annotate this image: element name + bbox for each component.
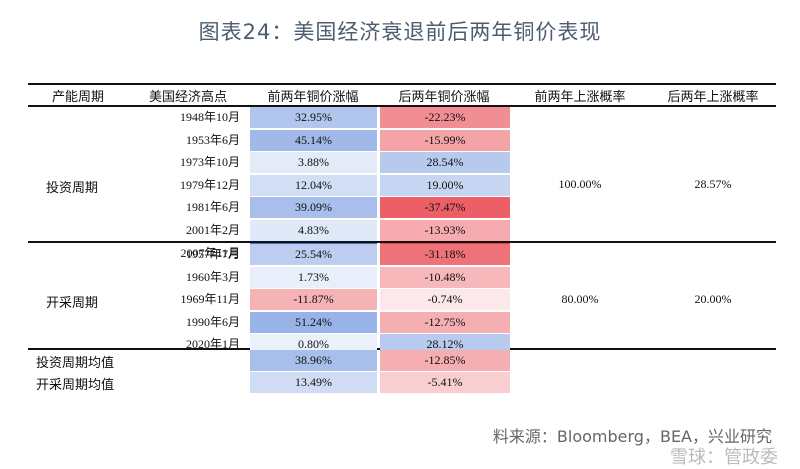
- table-rule: [28, 83, 776, 85]
- avg-post-cell: -5.41%: [380, 372, 510, 393]
- pre-change-cell: 39.09%: [250, 197, 377, 219]
- row-date: 2001年2月: [185, 223, 240, 237]
- row-date: 1979年12月: [179, 177, 240, 192]
- cycle-name: 开采周期: [46, 295, 99, 311]
- avg-post-cell: -12.85%: [380, 350, 510, 371]
- row-date: 1973年10月: [179, 155, 240, 170]
- post-change-cell: 19.00%: [380, 174, 510, 196]
- pre-up-probability: 80.00%: [561, 291, 599, 306]
- column-header: 产能周期: [51, 90, 104, 105]
- watermark: 雪球：管政委: [670, 447, 778, 468]
- pre-change-cell: 1.73%: [250, 266, 377, 288]
- avg-pre-cell: 38.96%: [250, 350, 377, 371]
- row-date: 1957年7月: [185, 247, 240, 261]
- post-change-cell: -15.99%: [380, 129, 510, 151]
- pre-change-cell: 4.83%: [250, 220, 377, 241]
- row-date: 1969年11月: [180, 292, 240, 307]
- table-rule: [28, 241, 776, 243]
- post-change-cell: 28.54%: [380, 152, 510, 174]
- post-change-cell: -10.48%: [380, 266, 510, 288]
- page-title: 图表24：美国经济衰退前后两年铜价表现: [198, 20, 602, 44]
- row-date: 2007年11月: [180, 245, 240, 260]
- pre-change-cell: -11.87%: [250, 289, 377, 311]
- post-change-cell: -13.93%: [380, 220, 510, 241]
- source-note: 料来源：Bloomberg，BEA，兴业研究: [492, 427, 772, 446]
- post-change-cell: -12.75%: [380, 311, 510, 333]
- pre-change-cell: 32.95%: [250, 107, 377, 128]
- row-date: 1981年6月: [185, 200, 240, 215]
- column-header: 前两年上涨概率: [534, 90, 626, 105]
- average-label: 投资周期均值: [36, 356, 115, 371]
- column-header: 前两年铜价涨幅: [267, 90, 359, 105]
- column-header: 后两年铜价涨幅: [398, 90, 490, 105]
- pre-up-probability: 100.00%: [558, 177, 602, 192]
- row-date: 1960年3月: [185, 269, 240, 284]
- post-change-cell: -0.74%: [380, 289, 510, 311]
- column-header: 美国经济高点: [148, 90, 227, 105]
- row-date: 1953年6月: [185, 132, 240, 147]
- pre-change-cell: 12.04%: [250, 174, 377, 196]
- cycle-name: 投资周期: [46, 181, 99, 197]
- pre-change-cell: 45.14%: [250, 129, 377, 151]
- post-change-cell: -22.23%: [380, 107, 510, 128]
- table-rule: [28, 105, 776, 107]
- post-up-probability: 20.00%: [694, 291, 732, 306]
- average-label: 开采周期均值: [36, 378, 115, 393]
- row-date: 2020年1月: [185, 337, 240, 352]
- column-header: 后两年上涨概率: [667, 90, 759, 105]
- post-change-cell: -31.18%: [380, 244, 510, 265]
- row-date: 1990年6月: [185, 314, 240, 329]
- row-date: 1948年10月: [179, 110, 240, 124]
- pre-change-cell: 25.54%: [250, 244, 377, 265]
- post-change-cell: -37.47%: [380, 197, 510, 219]
- post-up-probability: 28.57%: [694, 177, 732, 192]
- pre-change-cell: 51.24%: [250, 311, 377, 333]
- avg-pre-cell: 13.49%: [250, 372, 377, 393]
- pre-change-cell: 3.88%: [250, 152, 377, 174]
